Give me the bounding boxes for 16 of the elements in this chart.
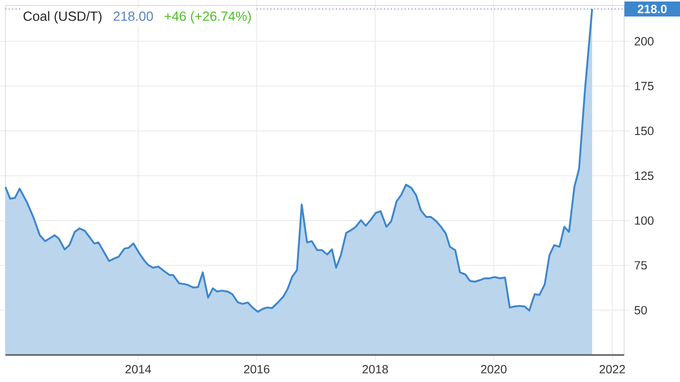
y-tick-label: 75 [634, 261, 647, 270]
x-tick-label: 2018 [362, 365, 388, 374]
ref-line-label: 218.0 [638, 4, 667, 14]
y-tick-label: 175 [635, 82, 654, 90]
y-tick-label: 125 [635, 172, 654, 180]
annotation: +46 (+26.74%) [164, 11, 251, 24]
y-tick-label: 100 [635, 216, 654, 225]
x-tick-label: 2014 [126, 365, 152, 374]
annotation: 218.00 [114, 12, 153, 21]
y-tick-label: 200 [634, 37, 654, 46]
y-tick-label: 150 [635, 126, 654, 136]
x-tick-label: 2016 [244, 365, 270, 374]
x-tick-label: 2020 [481, 365, 507, 374]
chart-title: Coal (USD/T) [24, 11, 102, 24]
x-tick-label: 2022 [600, 365, 625, 374]
y-tick-label: 50 [634, 306, 647, 315]
